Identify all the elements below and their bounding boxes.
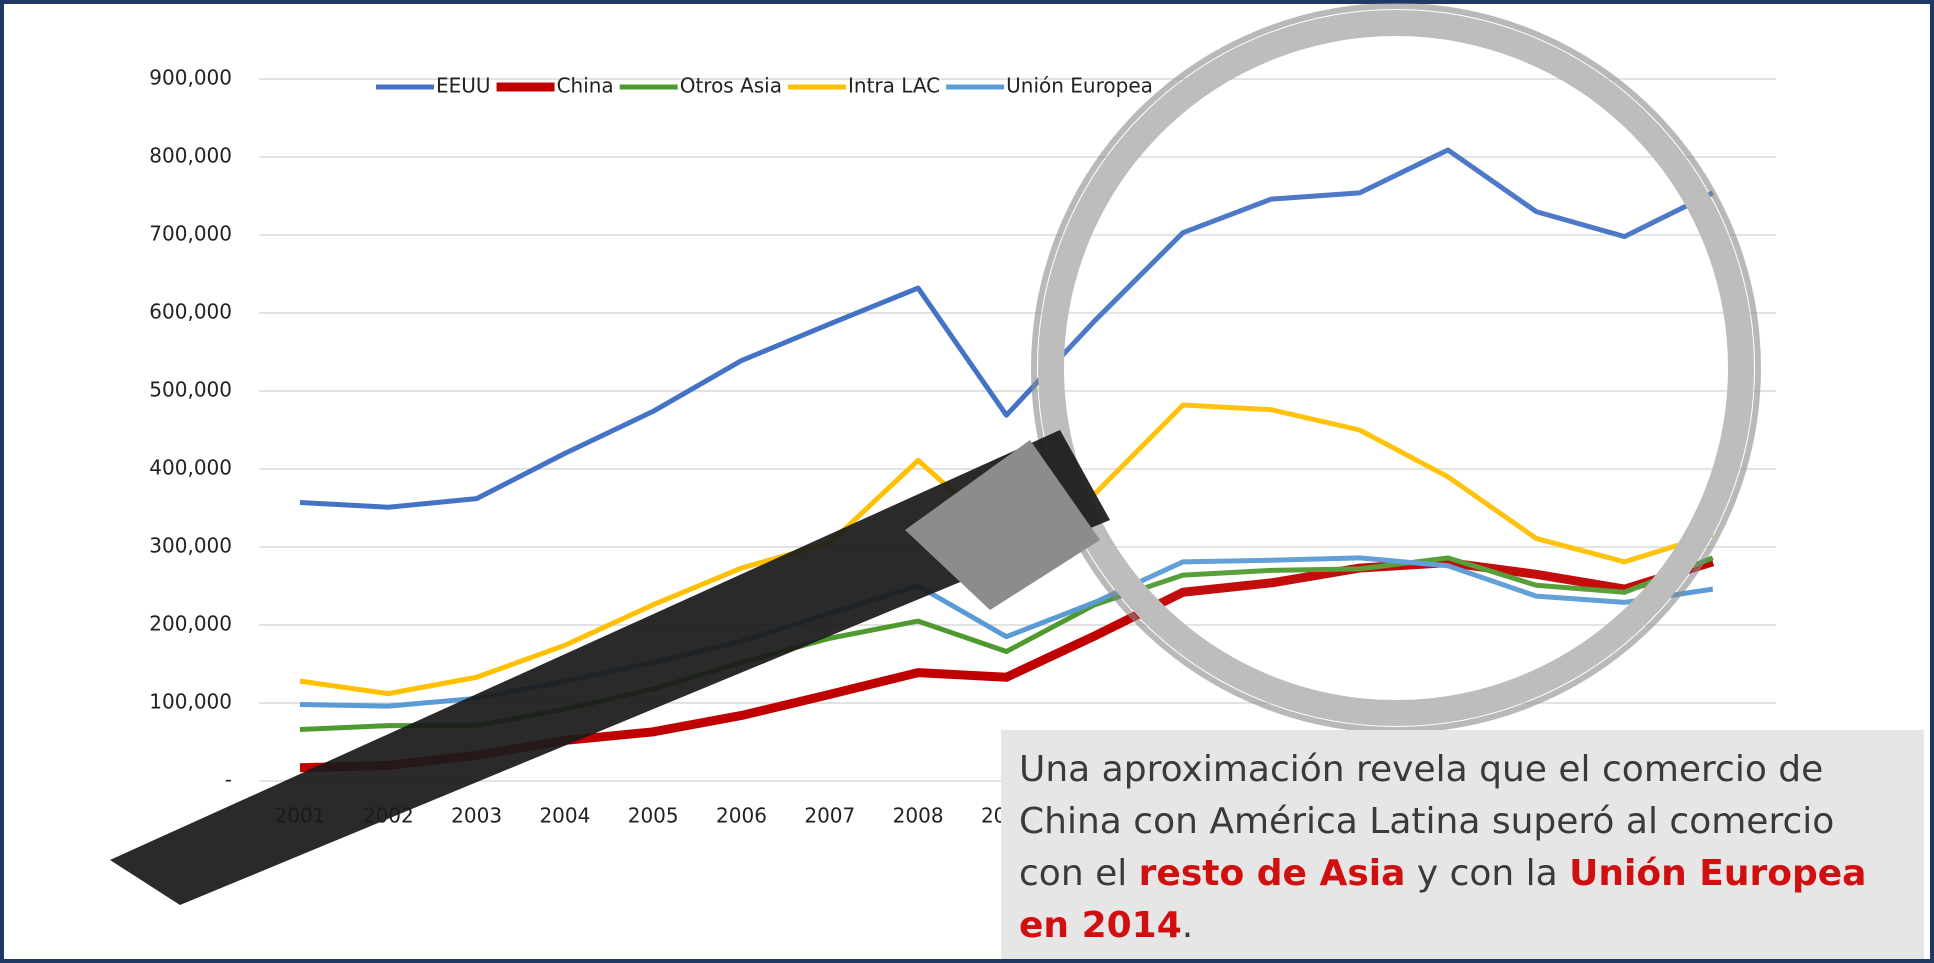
y-tick-label: 300,000 <box>149 534 232 558</box>
y-tick-label: 400,000 <box>149 456 232 480</box>
x-tick-label: 2004 <box>539 804 590 828</box>
x-tick-label: 2007 <box>804 804 855 828</box>
y-tick-label: 700,000 <box>149 222 232 246</box>
y-tick-label: 800,000 <box>149 144 232 168</box>
y-tick-label: 200,000 <box>149 612 232 636</box>
annotation-text: . <box>1182 905 1193 946</box>
x-tick-label: 2003 <box>451 804 502 828</box>
legend-label: Unión Europea <box>1006 74 1153 98</box>
x-tick-label: 2006 <box>716 804 767 828</box>
y-tick-label: 100,000 <box>149 690 232 714</box>
y-tick-label: 600,000 <box>149 300 232 324</box>
legend-label: Intra LAC <box>848 74 940 98</box>
y-tick-label: 500,000 <box>149 378 232 402</box>
annotation-box: Una aproximación revela que el comercio … <box>1001 730 1924 959</box>
y-tick-label: 900,000 <box>149 66 232 90</box>
legend-label: China <box>557 74 614 98</box>
annotation-text: y con la <box>1405 853 1569 894</box>
page: - 100,000 200,000 300,000 400,000 500,000 600,… <box>0 0 1934 963</box>
magnifier-lens <box>1051 23 1741 713</box>
y-tick-label: - <box>225 768 232 792</box>
legend-label: Otros Asia <box>680 74 782 98</box>
x-tick-label: 2008 <box>893 804 944 828</box>
legend-label: EEUU <box>436 74 491 98</box>
annotation-text: resto de Asia <box>1139 853 1406 894</box>
x-tick-label: 2005 <box>628 804 679 828</box>
